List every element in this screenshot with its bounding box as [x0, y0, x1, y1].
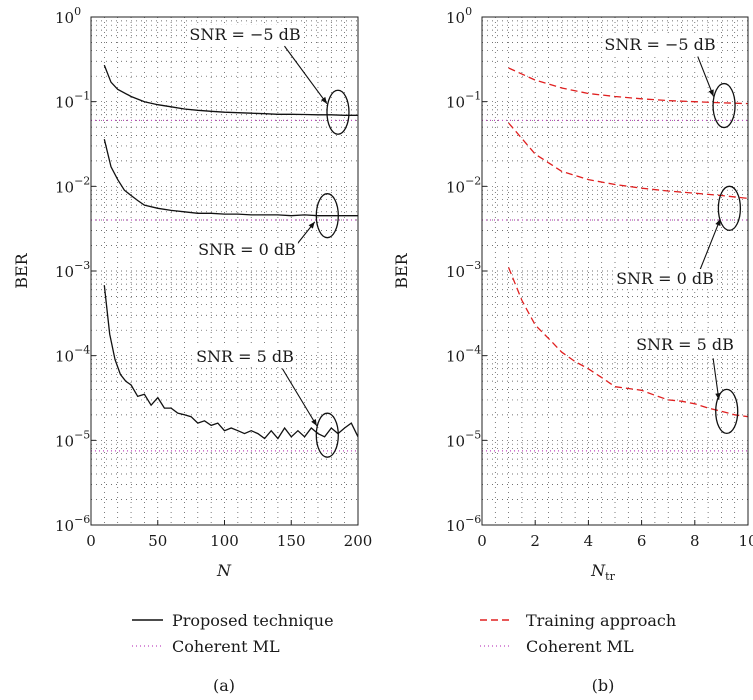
x-tick-label: 0: [86, 532, 96, 550]
y-tick-label: 10−1: [55, 90, 90, 112]
proposed-technique-line-snr-m5: [103, 64, 358, 116]
snr-arrow-head: [708, 89, 714, 97]
y-tick-label: 10−3: [55, 259, 90, 281]
panel-b-legend: Training approach Coherent ML: [480, 611, 676, 656]
panel-a-ticks: 0 50 100 150 200 100 10−1 10−2 10−3 10−4 10−5 10−6: [55, 5, 372, 550]
y-tick-label: 10−6: [446, 513, 481, 535]
snr-label-background: [187, 25, 303, 44]
snr-label-background: [194, 347, 296, 366]
y-tick-label: 10−5: [55, 428, 90, 450]
snr-annotation-label: SNR = 5 dB: [636, 335, 734, 354]
x-tick-label: 4: [584, 532, 594, 550]
panel-b-xlabel: Ntr: [590, 561, 615, 583]
snr-label-background: [614, 269, 716, 288]
y-tick-label: 10−2: [55, 174, 90, 196]
proposed-technique-line-snr-0: [103, 139, 358, 217]
snr-arrow-line: [712, 358, 720, 400]
snr-label-background: [602, 35, 718, 54]
panel-b: 0 2 4 6 8 10 100 10−1 10−2 10−3 10−4 10−5 10−6 SNR =…: [392, 5, 753, 695]
x-tick-label: 2: [530, 532, 540, 550]
snr-annotation-label: SNR = 0 dB: [616, 269, 714, 288]
snr-arrow-head: [715, 218, 721, 226]
panel-b-series: [482, 67, 749, 452]
panel-a-annotations: SNR = −5 dB SNR = 0 dB SNR = 5 dB: [187, 25, 350, 458]
panel-b-ticks: 0 2 4 6 8 10 100 10−1 10−2 10−3 10−4 10−5 10−6: [446, 5, 753, 550]
y-tick-label: 10−6: [55, 513, 90, 535]
panel-a: 0 50 100 150 20010010−110−210−310−410−510−6 …: [12, 5, 372, 695]
x-tick-label: 150: [277, 532, 306, 550]
y-tick-label: 10−5: [446, 428, 481, 450]
snr-arrow-head: [308, 221, 315, 229]
snr-annotation-label: SNR = 5 dB: [196, 347, 294, 366]
panel-b-label: (b): [592, 676, 615, 695]
snr-ellipse: [315, 412, 339, 458]
x-tick-label: 100: [210, 532, 239, 550]
legend-label-coherent-ml-b: Coherent ML: [526, 637, 634, 656]
legend-label-training: Training approach: [526, 611, 676, 630]
snr-arrow-head: [320, 96, 327, 104]
snr-arrow-line: [284, 45, 328, 104]
panel-a-ylabel: BER: [12, 252, 31, 288]
x-tick-label: 6: [637, 532, 647, 550]
legend-label-coherent-ml-a: Coherent ML: [172, 637, 280, 656]
snr-annotation-label: SNR = 0 dB: [198, 240, 296, 259]
y-tick-label: 100: [55, 5, 81, 27]
panel-a-series: [91, 64, 359, 452]
y-tick-label: 10−4: [55, 344, 90, 366]
training-approach-line-snr-0: [508, 122, 749, 200]
snr-arrow-head: [311, 418, 317, 426]
y-tick-label: 10−3: [446, 259, 481, 281]
snr-annotation-label: SNR = −5 dB: [189, 25, 300, 44]
snr-ellipse: [717, 185, 742, 231]
snr-arrow-line: [281, 368, 318, 427]
snr-label-background: [196, 240, 298, 259]
training-approach-line-snr-5: [507, 267, 749, 418]
snr-annotation-label: SNR = −5 dB: [604, 35, 715, 54]
x-tick-label: 10: [738, 532, 753, 550]
snr-arrow-head: [715, 393, 721, 400]
y-tick-label: 10−4: [446, 344, 481, 366]
snr-ellipse: [715, 388, 739, 434]
y-tick-label: 10−1: [446, 90, 481, 112]
proposed-technique-line-snr-5: [103, 285, 359, 440]
panel-b-ylabel: BER: [392, 252, 411, 288]
snr-arrow-line: [697, 56, 714, 97]
x-tick-label: 8: [690, 532, 700, 550]
panel-a-xlabel: N: [216, 561, 232, 580]
x-tick-label: 50: [148, 532, 167, 550]
x-tick-label: 0: [477, 532, 487, 550]
panel-b-annotations: SNR = −5 dB SNR = 0 dB SNR = 5 dB: [602, 35, 742, 434]
snr-arrow-line: [696, 218, 721, 277]
snr-ellipse: [315, 193, 339, 239]
snr-ellipse: [712, 82, 736, 129]
snr-label-background: [634, 335, 736, 354]
training-approach-line-snr-m5: [508, 67, 749, 105]
legend-label-proposed: Proposed technique: [172, 611, 334, 630]
snr-ellipse: [326, 89, 350, 135]
panel-a-legend: Proposed technique Coherent ML: [132, 611, 334, 656]
x-tick-label: 200: [344, 532, 373, 550]
panel-a-label: (a): [213, 676, 235, 695]
y-tick-label: 100: [446, 5, 472, 27]
y-tick-label: 10−2: [446, 174, 481, 196]
